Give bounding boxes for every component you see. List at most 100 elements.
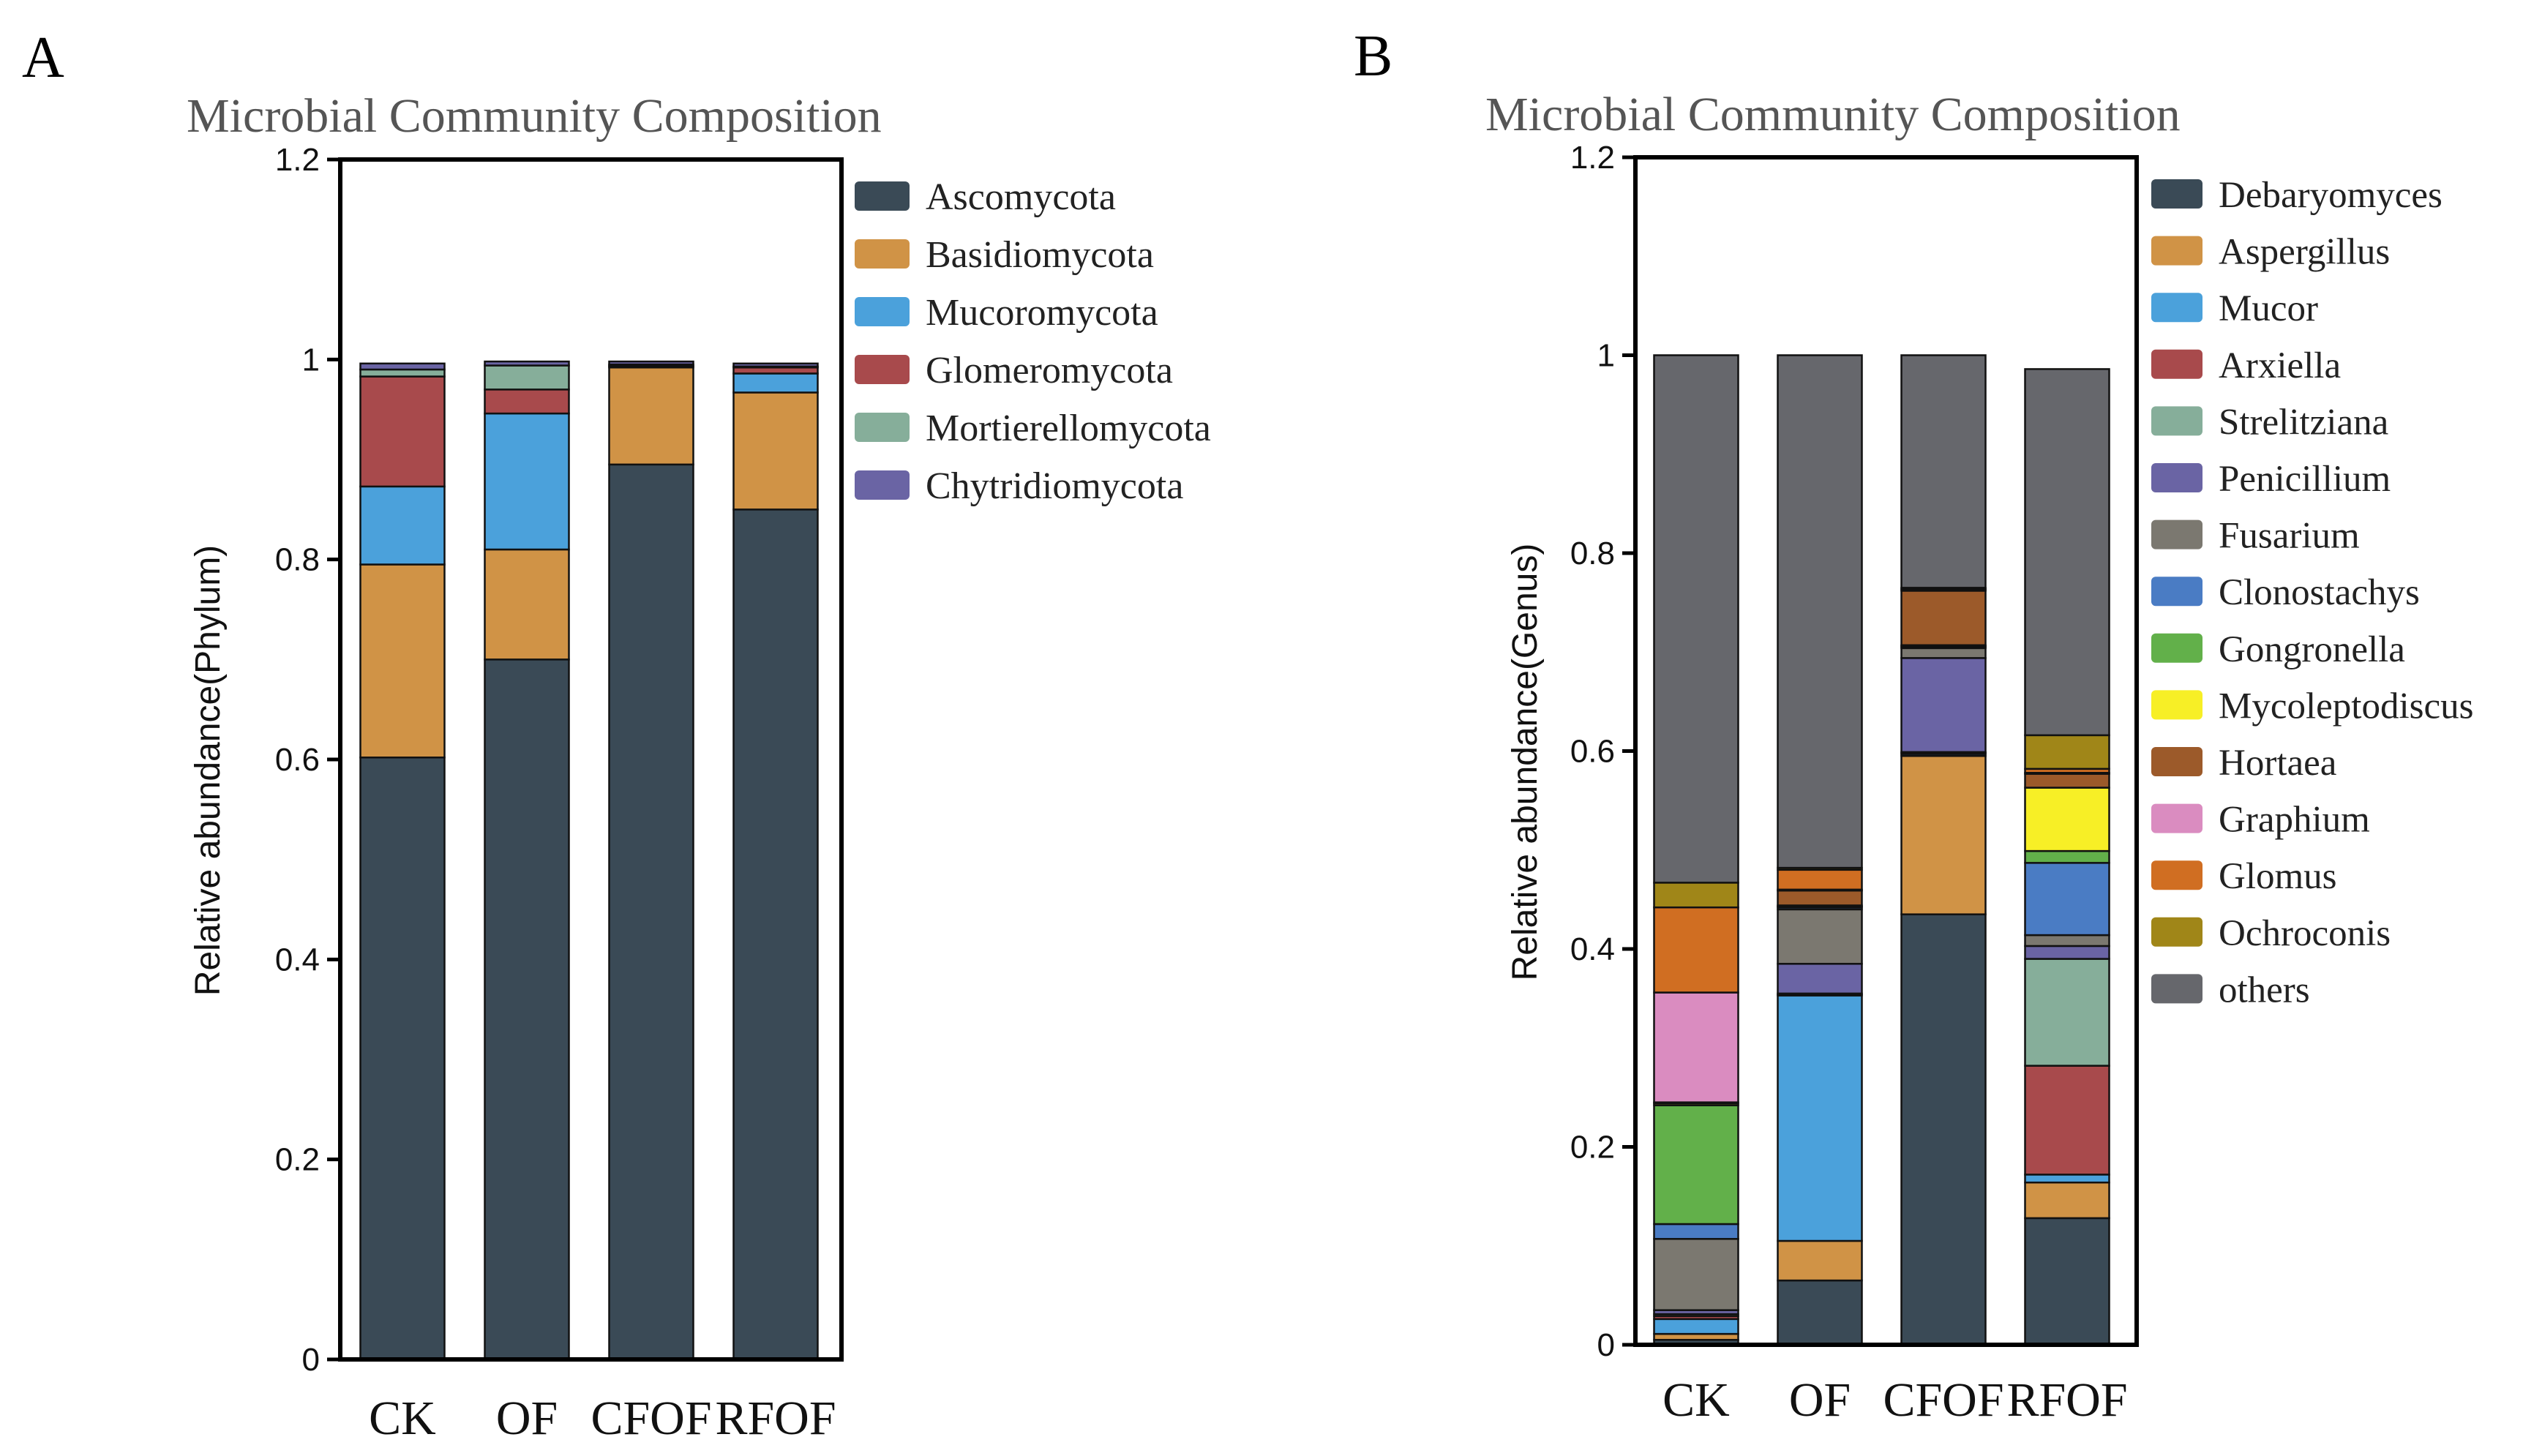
bar-segment-b-cfof-fusarium — [1900, 647, 1987, 659]
bar-segment-b-ck-ochroconis — [1653, 882, 1739, 909]
legend-swatch-a-mucoromycota — [855, 297, 910, 326]
legend-swatch-b-clonostachys — [2151, 577, 2203, 607]
x-axis-b: CK OF CFOF RFOF — [1662, 1373, 2127, 1427]
legend-swatch-b-glomus — [2151, 860, 2203, 890]
y-axis-label-b: Relative abundance(Genus) — [1506, 544, 1545, 981]
bar-segment-b-cfof-hortaea — [1900, 590, 1987, 647]
legend-label-b-debaryomyces: Debaryomyces — [2219, 175, 2443, 216]
y-tick-label-b: 0.8 — [1570, 536, 1615, 571]
legend-label-b-graphium: Graphium — [2219, 800, 2370, 841]
bar-segment-a-rfof-basidiomycota — [732, 391, 819, 511]
y-tick-label-a: 0.2 — [275, 1142, 320, 1178]
bar-segment-b-of-glomus — [1777, 868, 1863, 891]
bar-segment-a-of-basidiomycota — [484, 548, 570, 661]
bar-segment-a-ck-glomeromycota — [359, 375, 446, 488]
bar-segment-b-of-debaryomyces — [1777, 1279, 1863, 1346]
bar-segment-a-of-mucoromycota — [484, 412, 570, 551]
x-tick-label-b-rfof: RFOF — [2006, 1373, 2127, 1427]
x-tick-label-b-cfof: CFOF — [1883, 1373, 2003, 1427]
legend-label-b-penicillium: Penicillium — [2219, 459, 2391, 500]
bar-segment-b-of-penicillium — [1777, 963, 1863, 995]
legend-label-b-clonostachys: Clonostachys — [2219, 572, 2420, 613]
legend-swatch-b-penicillium — [2151, 463, 2203, 492]
bar-segment-b-rfof-aspergillus — [2024, 1181, 2110, 1220]
legend-swatch-b-arxiella — [2151, 349, 2203, 379]
panel-a: A Microbial Community Composition 0 0.2 0.… — [22, 26, 1211, 1445]
legend-swatch-b-aspergillus — [2151, 236, 2203, 266]
bar-segment-a-ck-ascomycota — [359, 757, 446, 1361]
bar-segment-b-ck-glomus — [1653, 906, 1739, 994]
legend-swatch-b-strelitziana — [2151, 406, 2203, 436]
bar-segment-b-cfof-others — [1900, 354, 1987, 589]
legend-swatch-a-chytridiomycota — [855, 470, 910, 500]
x-tick-label-a-ck: CK — [369, 1392, 436, 1445]
bar-segment-a-ck-mucoromycota — [359, 485, 446, 566]
legend-swatch-b-debaryomyces — [2151, 179, 2203, 209]
legend-label-b-fusarium: Fusarium — [2219, 516, 2360, 557]
legend-label-b-ochroconis: Ochroconis — [2219, 913, 2391, 954]
legend-label-a-basidiomycota: Basidiomycota — [926, 234, 1154, 276]
legend-swatch-b-ochroconis — [2151, 917, 2203, 947]
legend-label-a-chytridiomycota: Chytridiomycota — [926, 465, 1183, 507]
bar-segment-b-ck-clonostachys — [1653, 1223, 1739, 1240]
y-tick-label-a: 0.4 — [275, 942, 320, 977]
legend-swatch-b-fusarium — [2151, 519, 2203, 549]
legend-label-b-strelitziana: Strelitziana — [2219, 402, 2388, 443]
bar-segment-b-ck-mucor — [1653, 1318, 1739, 1335]
bar-segment-b-of-aspergillus — [1777, 1239, 1863, 1282]
y-tick-label-a: 0 — [302, 1342, 320, 1378]
panel-label-a: A — [22, 26, 64, 90]
legend-label-b-mucor: Mucor — [2219, 288, 2318, 329]
y-tick-label-a: 1.2 — [275, 142, 320, 178]
x-axis-a: CK OF CFOF RFOF — [369, 1392, 836, 1445]
bars-b — [1653, 354, 2110, 1346]
y-axis-a: 0 0.2 0.4 0.6 0.8 1 1.2 — [275, 142, 340, 1378]
bar-segment-a-of-glomeromycota — [484, 389, 570, 415]
chart-title-b: Microbial Community Composition — [1485, 88, 2181, 141]
legend-a: Ascomycota Basidiomycota Mucoromycota Glome… — [855, 176, 1211, 507]
bar-segment-b-rfof-others — [2024, 368, 2110, 737]
bar-segment-b-cfof-debaryomyces — [1900, 913, 1987, 1346]
y-tick-label-b: 1 — [1597, 338, 1615, 374]
legend-swatch-a-basidiomycota — [855, 239, 910, 269]
y-tick-label-a: 1 — [302, 342, 320, 378]
bar-segment-a-rfof-ascomycota — [732, 509, 819, 1361]
bar-segment-b-ck-graphium — [1653, 991, 1739, 1103]
y-tick-label-b: 0.6 — [1570, 734, 1615, 770]
bar-segment-b-cfof-penicillium — [1900, 657, 1987, 754]
bar-segment-b-ck-fusarium — [1653, 1238, 1739, 1311]
legend-swatch-b-mycoleptodiscus — [2151, 690, 2203, 720]
bar-segment-b-rfof-gongronella — [2024, 849, 2110, 864]
bar-segment-b-rfof-ochroconis — [2024, 734, 2110, 770]
x-tick-label-a-of: OF — [496, 1392, 558, 1445]
bar-segment-b-of-hortaea — [1777, 889, 1863, 907]
legend-label-b-mycoleptodiscus: Mycoleptodiscus — [2219, 686, 2473, 727]
bar-segment-b-ck-others — [1653, 354, 1739, 884]
bar-segment-a-rfof-chytridiomycota — [732, 362, 819, 368]
bar-segment-a-of-chytridiomycota — [484, 360, 570, 367]
bar-segment-b-rfof-arxiella — [2024, 1065, 2110, 1176]
y-tick-label-b: 0.2 — [1570, 1130, 1615, 1166]
legend-label-a-glomeromycota: Glomeromycota — [926, 350, 1173, 391]
bar-segment-a-ck-chytridiomycota — [359, 362, 446, 371]
y-axis-b: 0 0.2 0.4 0.6 0.8 1 1.2 — [1570, 140, 1635, 1363]
bar-segment-a-of-mortierellomycota — [484, 364, 570, 391]
bar-segment-a-of-ascomycota — [484, 658, 570, 1361]
bar-segment-b-rfof-mucor — [2024, 1174, 2110, 1184]
y-axis-label-a: Relative abundance(Phylum) — [189, 545, 228, 996]
legend-label-b-aspergillus: Aspergillus — [2219, 232, 2390, 273]
legend-swatch-b-graphium — [2151, 803, 2203, 833]
legend-label-a-mortierellomycota: Mortierellomycota — [926, 408, 1211, 449]
bar-segment-b-of-fusarium — [1777, 908, 1863, 965]
x-tick-label-a-rfof: RFOF — [715, 1392, 836, 1445]
y-tick-label-b: 1.2 — [1570, 140, 1615, 176]
bar-segment-a-ck-mortierellomycota — [359, 368, 446, 378]
y-tick-label-a: 0.8 — [275, 542, 320, 578]
bar-segment-b-rfof-clonostachys — [2024, 862, 2110, 937]
bar-segment-b-rfof-fusarium — [2024, 934, 2110, 947]
chart-title-a: Microbial Community Composition — [187, 89, 882, 143]
legend-swatch-a-mortierellomycota — [855, 413, 910, 442]
bar-segment-b-of-mucor — [1777, 994, 1863, 1242]
legend-swatch-b-gongronella — [2151, 633, 2203, 663]
